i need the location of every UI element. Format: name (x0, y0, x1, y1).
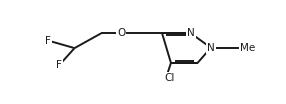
Text: N: N (187, 28, 195, 38)
Text: N: N (207, 43, 215, 53)
Text: Cl: Cl (164, 73, 175, 83)
Text: F: F (45, 35, 51, 46)
Text: F: F (56, 60, 62, 70)
Text: Me: Me (240, 43, 255, 53)
Text: O: O (117, 28, 125, 38)
